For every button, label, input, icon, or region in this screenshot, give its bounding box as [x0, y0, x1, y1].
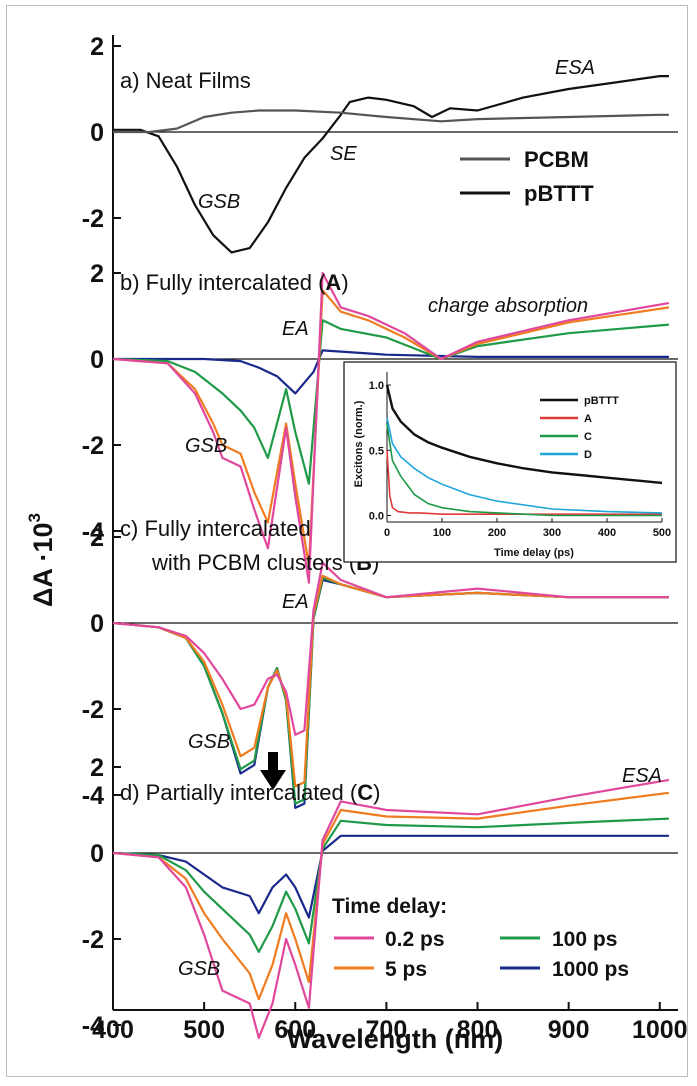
spectra-curves: [112, 74, 670, 1040]
x-tick-label: 800: [457, 1016, 499, 1044]
annotation-ea-c: EA: [282, 591, 309, 613]
series-d-100-ps: [112, 817, 669, 954]
y-tick-label: -2: [82, 926, 104, 954]
inset-y-tick-label: 0.5: [369, 445, 384, 457]
annotation-esa-d: ESA: [622, 765, 662, 787]
inset-series-a: [386, 450, 662, 516]
series-c-0-2-ps: [112, 561, 669, 736]
y-tick-label: -4: [82, 518, 104, 546]
series-c-5-ps: [112, 574, 669, 788]
series-a-pcbm: [113, 109, 669, 134]
annotation-se: SE: [330, 143, 357, 165]
panel-d-title-bold: C: [357, 780, 373, 805]
panel-d-title: d) Partially intercalated (C): [120, 780, 380, 805]
y-axis-label: ΔA ·103: [25, 513, 58, 607]
panel-d-title-post: ): [373, 780, 380, 805]
inset-series-d: [386, 417, 663, 514]
x-tick-label: 500: [183, 1016, 225, 1044]
inset-x-tick-label: 300: [543, 527, 561, 539]
legend-label-1000ps: 1000 ps: [552, 958, 629, 981]
annotation-gsb-b: GSB: [185, 435, 227, 457]
x-tick-label: 1000: [632, 1016, 688, 1044]
x-tick-label: 600: [274, 1016, 316, 1044]
panel-b-title-pre: b) Fully intercalated (: [120, 270, 326, 295]
panel-c-title-pre: with PCBM clusters (: [151, 550, 357, 575]
y-tick-label: 0: [90, 610, 104, 638]
inset-legend-label: A: [584, 413, 592, 425]
figure-frame: [6, 5, 688, 1077]
y-tick-label: 2: [90, 33, 104, 61]
legend-label-0-2ps: 0.2 ps: [385, 928, 445, 951]
inset-legend-label: pBTTT: [584, 395, 619, 407]
inset-frame: [343, 361, 677, 563]
inset-legend-label: D: [584, 449, 592, 461]
legend-title: Time delay:: [332, 895, 447, 918]
x-axis-label: Wavelength (nm): [287, 1024, 504, 1054]
legend-background: [326, 882, 674, 1000]
series-b-0-2-ps: [112, 271, 670, 584]
x-tick-label: 900: [548, 1016, 590, 1044]
annotation-gsb-a: GSB: [198, 191, 240, 213]
x-ticks: 400 500 600 700 800 900 1000: [92, 1002, 688, 1044]
x-tick-label: 700: [366, 1016, 408, 1044]
inset-chart: 0 100 200 300 400 500 0.0 0.5 1.0 Time delay (ps…: [343, 361, 677, 563]
panel-b-title: b) Fully intercalated (A): [120, 270, 349, 295]
annotation-gsb-c: GSB: [188, 731, 230, 753]
y-tick-label: 0: [90, 119, 104, 147]
y-tick-label: -2: [82, 205, 104, 233]
series-d-5-ps: [112, 791, 670, 1001]
panel-d-title-pre: d) Partially intercalated (: [120, 780, 358, 805]
y-tick-label: -2: [82, 696, 104, 724]
panel-b-title-bold: A: [325, 270, 341, 295]
legend-label-pbttt: pBTTT: [524, 181, 594, 206]
y-tick-label: 0: [90, 840, 104, 868]
y-ticks: 20-220-2-420-2-420-2-4: [82, 33, 121, 1040]
inset-y-tick-label: 0.0: [369, 510, 384, 522]
y-tick-label: 2: [90, 524, 104, 552]
y-tick-label: 0: [90, 346, 104, 374]
legend-label-pcbm: PCBM: [524, 147, 589, 172]
inset-legend: pBTTT ACD: [540, 395, 619, 461]
series-c-100-ps: [112, 576, 669, 805]
legend-label-100ps: 100 ps: [552, 928, 617, 951]
time-delay-legend: Time delay: 0.2 ps 100 ps 5 ps 1000 ps: [326, 882, 674, 1000]
annotation-esa-a: ESA: [555, 57, 595, 79]
panel-c-title-line1: c) Fully intercalated: [120, 516, 311, 541]
annotation-gsb-d: GSB: [178, 958, 220, 980]
panel-a-title: a) Neat Films: [120, 68, 251, 93]
annotation-ea-b: EA: [282, 318, 309, 340]
inset-legend-label: C: [584, 431, 592, 443]
inset-x-tick-label: 100: [433, 527, 451, 539]
panel-c-title-line2: with PCBM clusters (B): [151, 550, 379, 575]
inset-x-tick-label: 500: [653, 527, 671, 539]
inset-y-tick-label: 1.0: [369, 380, 384, 392]
y-axis-label-text: ΔA ·10: [28, 523, 58, 607]
y-tick-label: 2: [90, 260, 104, 288]
y-tick-label: 2: [90, 754, 104, 782]
series-d-1000-ps: [112, 834, 669, 919]
x-tick-label: 400: [92, 1016, 134, 1044]
inset-x-label: Time delay (ps): [494, 547, 574, 559]
inset-x-tick-label: 200: [488, 527, 506, 539]
y-tick-label: -4: [82, 782, 104, 810]
down-arrow-icon: [260, 752, 286, 790]
series-b-1000-ps: [113, 349, 669, 395]
series-c-1000-ps: [112, 578, 669, 810]
inset-y-label: Excitons (norm.): [353, 400, 365, 487]
inset-curves: [385, 384, 663, 517]
series-d-0-2-ps: [112, 778, 670, 1040]
inset-series-pbttt: [385, 384, 663, 485]
inset-x-tick-label: 400: [598, 527, 616, 539]
inset-axes: 0 100 200 300 400 500 0.0 0.5 1.0: [369, 372, 671, 539]
annotation-charge-absorption: charge absorption: [428, 295, 588, 317]
series-a-pbttt: [113, 74, 669, 254]
inset-x-tick-label: 0: [384, 527, 390, 539]
y-tick-label: -2: [82, 432, 104, 460]
inset-series-c: [386, 424, 662, 517]
panel-b-title-post: ): [341, 270, 348, 295]
legend-label-5ps: 5 ps: [385, 958, 427, 981]
y-tick-label: -4: [82, 1012, 104, 1040]
y-axis-label-exponent: 3: [25, 513, 44, 522]
